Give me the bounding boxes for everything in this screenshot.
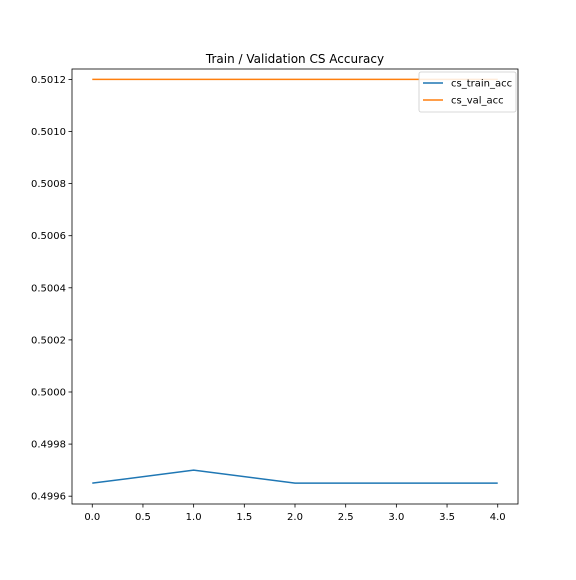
series-line-cs_train_acc	[92, 469, 498, 484]
x-tick-label: 3.0	[388, 512, 404, 523]
y-tick-label: 0.5004	[31, 283, 66, 294]
y-tick-label: 0.4996	[31, 492, 66, 503]
x-tick-label: 0.5	[135, 512, 151, 523]
y-tick-label: 0.5002	[31, 335, 66, 346]
y-tick-label: 0.5012	[31, 75, 66, 86]
y-tick-label: 0.5008	[31, 179, 66, 190]
x-tick-label: 4.0	[490, 512, 506, 523]
x-tick-label: 2.5	[338, 512, 354, 523]
chart-title: Train / Validation CS Accuracy	[205, 52, 384, 66]
legend-box	[418, 71, 517, 113]
x-tick-label: 0.0	[84, 512, 100, 523]
y-tick-label: 0.5010	[31, 127, 66, 138]
legend-label-cs_train_acc: cs_train_acc	[451, 79, 512, 90]
x-tick-label: 2.0	[287, 512, 303, 523]
y-tick-label: 0.4998	[31, 440, 66, 451]
y-tick-label: 0.5006	[31, 231, 66, 242]
y-tick-label: 0.5000	[31, 387, 66, 398]
x-tick-label: 1.0	[186, 512, 202, 523]
x-tick-label: 3.5	[439, 512, 455, 523]
x-tick-label: 1.5	[236, 512, 252, 523]
legend-label-cs_val_acc: cs_val_acc	[451, 96, 504, 107]
